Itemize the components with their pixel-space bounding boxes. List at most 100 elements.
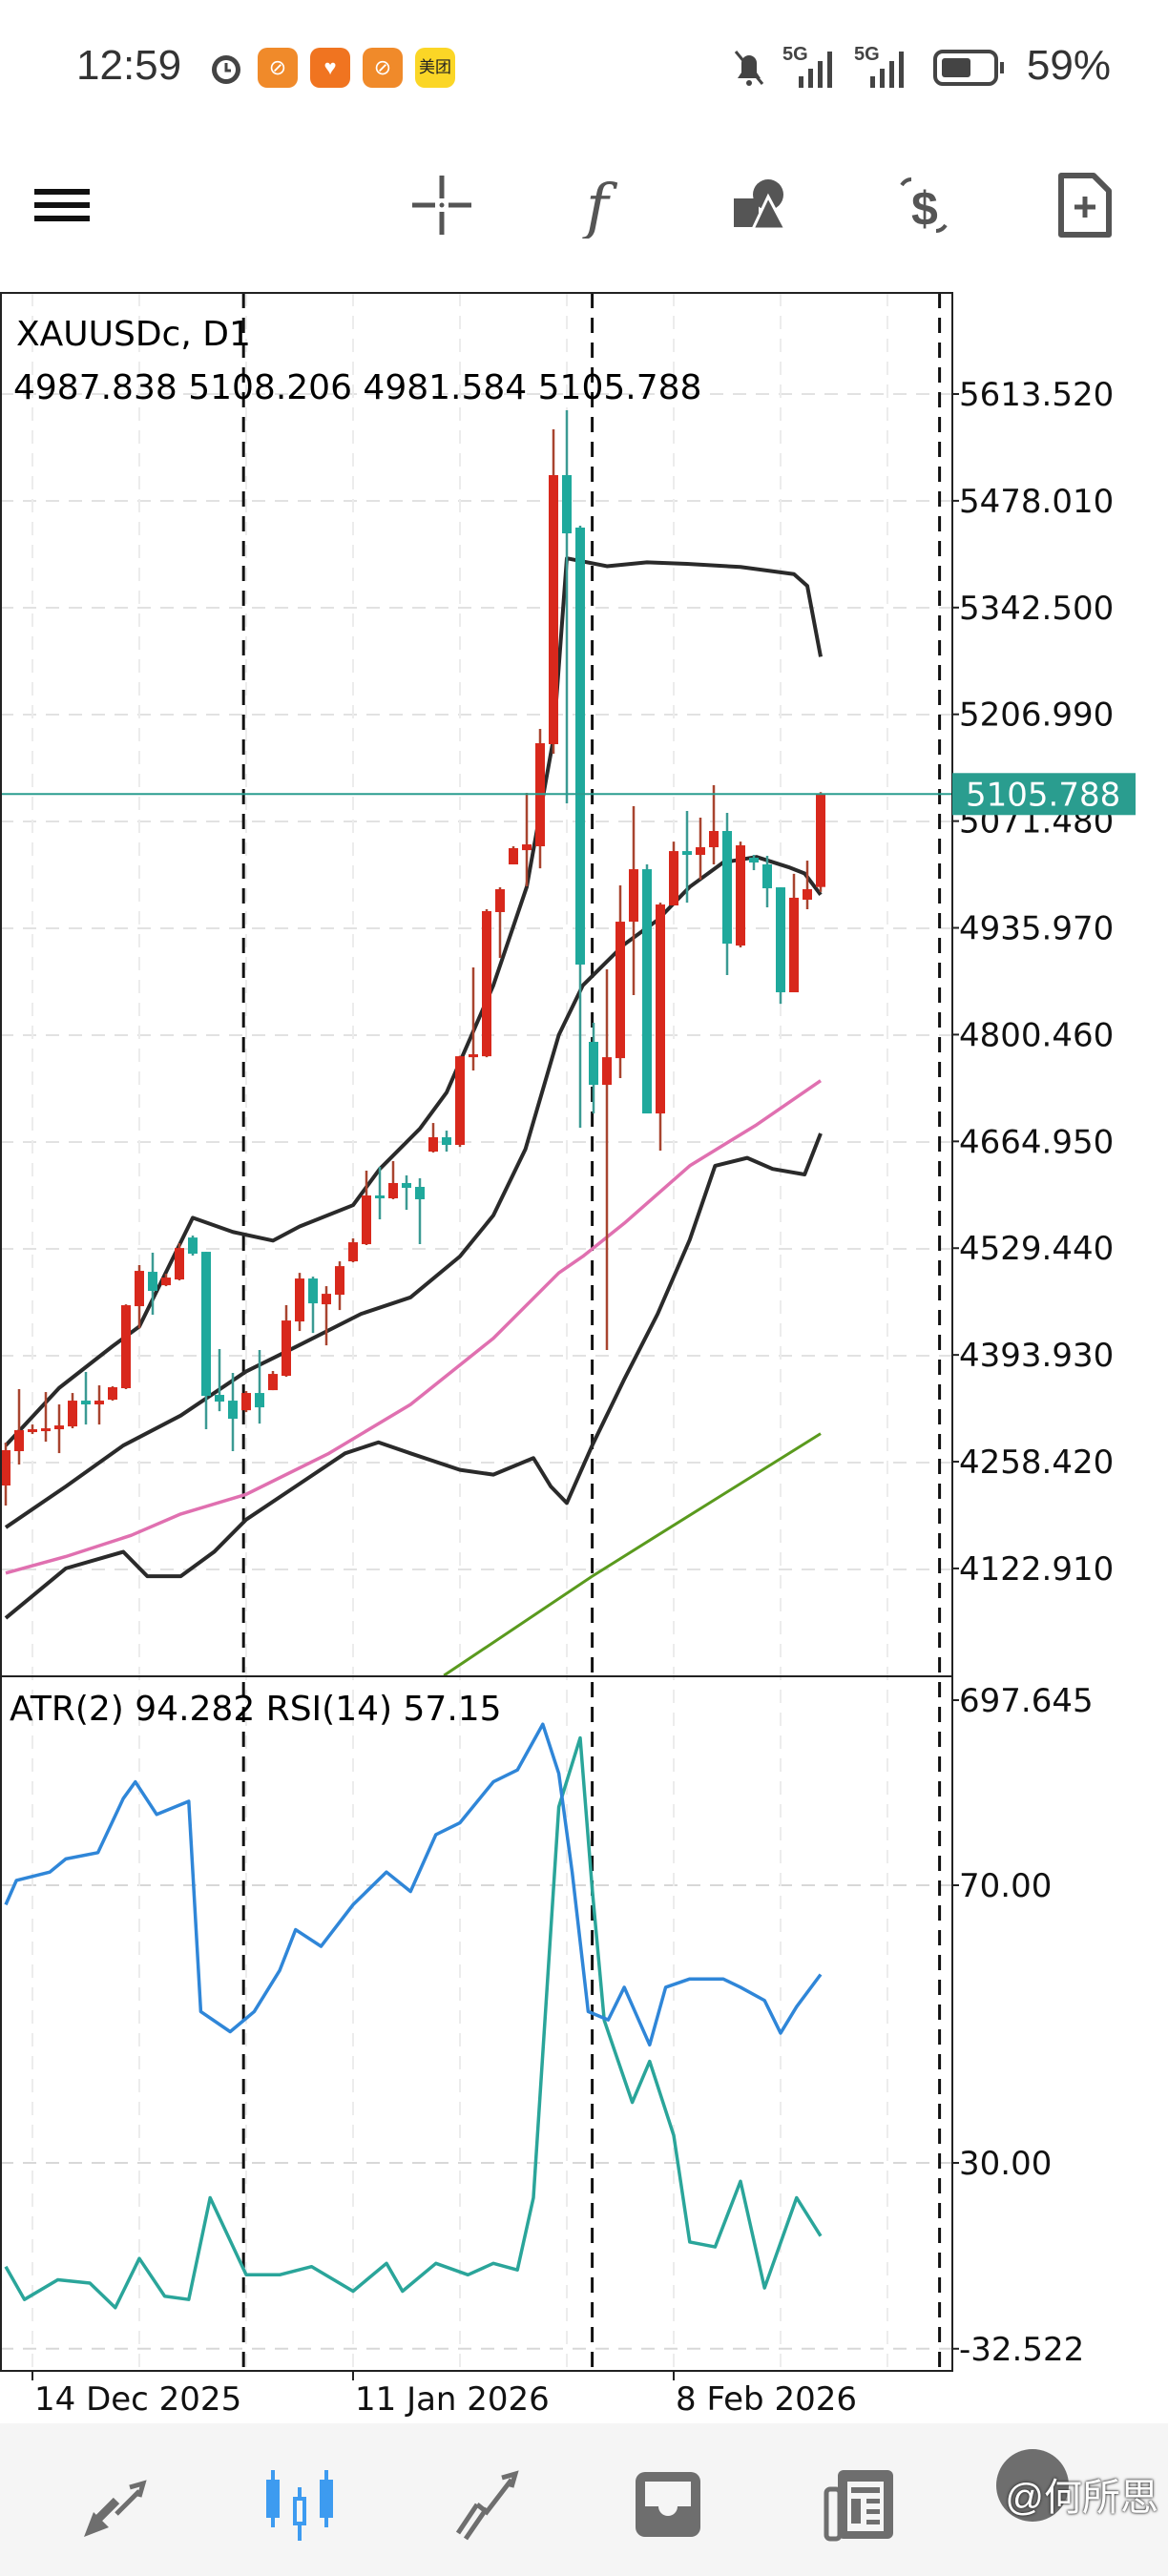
candle-body [228,1401,238,1420]
candle-bearish [575,526,585,1129]
candle-body [428,1136,438,1153]
candle-body [68,1401,77,1427]
current-price-value: 5105.788 [966,776,1120,814]
candle-body [108,1387,117,1401]
watermark: @何所思 [1005,2477,1158,2519]
candle-bearish [722,813,732,976]
date-label: 8 Feb 2026 [676,2380,857,2419]
price-axis-label: 4258.420 [959,1444,1114,1482]
candle-body [469,1054,478,1058]
price-axis-label: 4935.970 [959,910,1114,948]
candle-bearish [228,1372,238,1451]
price-axis-label: 4393.930 [959,1337,1114,1375]
price-axis-label: 4664.950 [959,1123,1114,1161]
candle-bearish [148,1253,157,1316]
app-icon: ⊘ [363,48,403,88]
candle-body [308,1278,318,1304]
candle-body [762,864,772,889]
chart-candles-icon[interactable] [262,2466,339,2543]
quotes-arrows-icon[interactable] [78,2466,155,2543]
crosshair-icon[interactable] [408,172,475,239]
candle-body [415,1187,425,1199]
candle-bullish [161,1274,171,1287]
candle-body [54,1425,64,1430]
candle-body [722,831,732,945]
candle-bearish [442,1131,451,1153]
candle-body [749,857,759,863]
candle-bullish [295,1273,304,1332]
candle-bullish [482,909,491,1058]
candle-bullish [509,846,518,865]
candle-body [549,474,558,745]
candle-body [482,910,491,1057]
candle-body [615,922,625,1059]
trade-dollar-icon[interactable]: $ [892,172,959,239]
date-label: 14 Dec 2025 [34,2380,241,2419]
candle-body [495,889,505,912]
candle-body [402,1182,411,1189]
candle-body [509,848,518,865]
settings-avatar-icon[interactable] [994,2447,1071,2524]
price-axis: 5613.5205478.0105342.5005206.9905071.480… [952,376,1114,2369]
candle-bullish [94,1385,104,1425]
indicator-axis-label: 30.00 [959,2145,1052,2183]
price-axis-label: 4122.910 [959,1550,1114,1589]
candle-body [348,1242,358,1262]
candle-body [575,527,585,965]
candle-body [388,1182,398,1198]
candle-bearish [188,1236,198,1257]
candle-bullish [108,1386,117,1402]
candle-bearish [415,1178,425,1245]
candle-bearish [81,1371,91,1425]
menu-icon[interactable] [29,172,95,239]
candle-body [81,1401,91,1405]
candle-body [215,1395,224,1402]
candle-bullish [388,1161,398,1199]
candle-bullish [816,792,825,892]
candle-body [1,1450,10,1485]
price-axis-label: 5613.520 [959,376,1114,414]
candle-bullish [28,1424,37,1435]
indicator-axis-label: 70.00 [959,1867,1052,1905]
new-order-document-icon[interactable] [1052,172,1118,239]
price-chart[interactable]: 5613.5205478.0105342.5005206.9905071.480… [0,0,1168,2423]
candle-bullish [241,1391,251,1413]
symbol-label: XAUUSDc, D1 [16,315,251,354]
candle-bearish [642,864,652,1114]
candle-bullish [282,1305,291,1378]
news-icon[interactable] [823,2466,899,2543]
ohlc-label: 4987.838 5108.206 4981.584 5105.788 [13,368,701,407]
candle-body [268,1374,278,1391]
rsi-line [4,1722,823,2047]
candle-body [709,831,719,848]
objects-shapes-icon[interactable] [730,172,797,239]
candle-bullish [41,1392,51,1443]
status-bar: 12:59 ⊘ ♥ ⊘ 美团 5G 5G 59% [0,0,1168,134]
candle-body [135,1271,144,1307]
candle-bearish [776,887,785,1005]
trade-icon[interactable] [448,2466,525,2543]
grid-lines [0,293,952,2371]
candle-body [803,889,812,901]
candle-bullish [68,1393,77,1429]
candle-bullish [789,873,799,993]
candle-body [255,1393,264,1408]
svg-text:$: $ [911,182,938,236]
candle-body [41,1428,51,1432]
candle-bullish [669,841,678,906]
candle-body [642,869,652,1114]
app-icon: ⊘ [258,48,298,88]
candle-bullish [455,1055,465,1148]
signal-icon [799,52,832,88]
indicators-f-icon[interactable]: f [571,172,637,239]
overlay-lines [4,556,823,1676]
candle-body [362,1195,371,1245]
price-axis-label: 4529.440 [959,1230,1114,1268]
indicator-axis-label: -32.522 [959,2331,1084,2369]
candle-body [322,1294,331,1305]
mute-bell-icon [734,51,764,86]
history-inbox-icon[interactable] [630,2466,706,2543]
candle-body [736,845,745,946]
candle-body [148,1272,157,1292]
atr-line [4,1735,823,2310]
